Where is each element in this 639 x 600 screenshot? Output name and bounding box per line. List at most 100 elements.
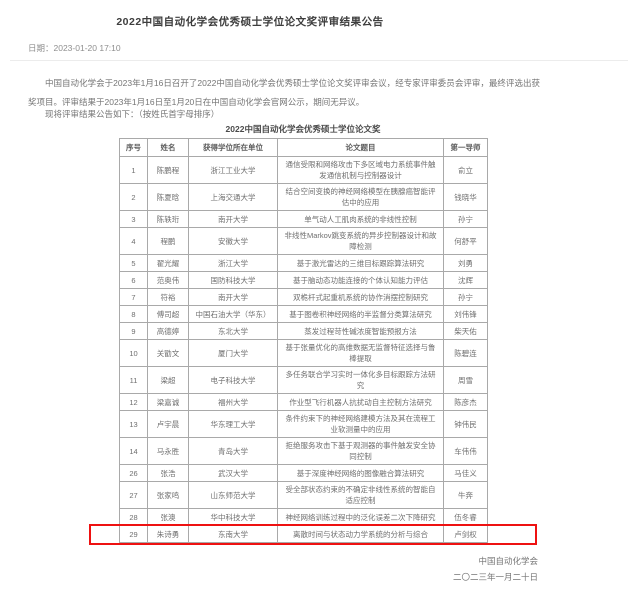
publish-date: 日期：2023-01-20 17:10 [28,43,121,53]
cell-advisor: 孙宁 [443,210,488,228]
cell-advisor: 伍冬睿 [443,508,488,526]
cell-title: 双桅杆式起重机系统的协作消摆控制研究 [277,288,444,306]
cell-no: 11 [119,366,148,394]
cell-advisor: 卢剑权 [443,525,488,543]
cell-no: 27 [119,481,148,509]
cell-title: 基于张量优化的高维数据无监督特征选择与鲁棒提取 [277,339,444,367]
results-table: 序号 姓名 获得学位所在单位 论文题目 第一导师 1 陈鹏程 浙江工业大学 通信… [119,138,488,543]
cell-university: 浙江大学 [188,254,278,272]
page-title: 2022中国自动化学会优秀硕士学位论文奖评审结果公告 [116,16,384,28]
cell-title: 基于图卷积神经网络的半监督分类算法研究 [277,305,444,323]
table-row: 28 张澳 华中科技大学 神经网络训练过程中的泛化误差二次下降研究 伍冬睿 [119,508,488,526]
cell-university: 上海交通大学 [188,183,278,211]
cell-title: 结合空间变换的神经网络模型在胰腺癌智能评估中的应用 [277,183,444,211]
cell-advisor: 钟伟民 [443,410,488,438]
cell-no: 28 [119,508,148,526]
cell-no: 13 [119,410,148,438]
cell-advisor: 马佳义 [443,464,488,482]
col-header-advisor: 第一导师 [443,138,488,157]
table-row: 8 傅司超 中国石油大学（华东） 基于图卷积神经网络的半监督分类算法研究 刘伟锋 [119,305,488,323]
table-row: 2 陈夏晗 上海交通大学 结合空间变换的神经网络模型在胰腺癌智能评估中的应用 钱… [119,183,488,211]
table-row: 26 张浩 武汉大学 基于深度神经网络的图像融合算法研究 马佳义 [119,464,488,482]
cell-name: 张浩 [147,464,189,482]
cell-no: 29 [119,525,148,543]
cell-university: 山东师范大学 [188,481,278,509]
table-caption: 2022中国自动化学会优秀硕士学位论文奖 [225,124,381,134]
cell-no: 8 [119,305,148,323]
table-row: 6 范奥伟 国防科技大学 基于脑动态功能连接的个体认知能力评估 沈辉 [119,271,488,289]
cell-title: 基于深度神经网络的图像融合算法研究 [277,464,444,482]
cell-title: 蒸发过程苛性碱浓度智能预报方法 [277,322,444,340]
cell-no: 4 [119,227,148,255]
cell-university: 东南大学 [188,525,278,543]
cell-name: 张澳 [147,508,189,526]
cell-name: 范奥伟 [147,271,189,289]
cell-university: 武汉大学 [188,464,278,482]
cell-advisor: 刘勇 [443,254,488,272]
cell-university: 国防科技大学 [188,271,278,289]
announce-line: 现将评审结果公告如下：（按姓氏首字母排序） [45,109,220,119]
table-row: 7 符裕 南开大学 双桅杆式起重机系统的协作消摆控制研究 孙宁 [119,288,488,306]
table-row: 10 关勖文 厦门大学 基于张量优化的高维数据无监督特征选择与鲁棒提取 陈碧连 [119,339,488,367]
signature-date: 二〇二三年一月二十日 [452,572,538,582]
cell-university: 东北大学 [188,322,278,340]
cell-title: 神经网络训练过程中的泛化误差二次下降研究 [277,508,444,526]
cell-no: 10 [119,339,148,367]
cell-title: 条件约束下的神经网络建模方法及其在流程工业软测量中的应用 [277,410,444,438]
results-table-body: 1 陈鹏程 浙江工业大学 通信受限和网络攻击下多区域电力系统事件触发通信机制与控… [119,156,488,543]
cell-university: 电子科技大学 [188,366,278,394]
cell-advisor: 俞立 [443,156,488,184]
col-header-university: 获得学位所在单位 [188,138,278,157]
cell-university: 厦门大学 [188,339,278,367]
col-header-name: 姓名 [147,138,189,157]
table-row: 11 梁超 电子科技大学 多任务联合学习实时一体化多目标跟踪方法研究 周雪 [119,366,488,394]
cell-name: 陈轶珩 [147,210,189,228]
table-row: 29 朱诗勇 东南大学 离散时间与状态动力学系统的分析与综合 卢剑权 [119,525,488,543]
cell-title: 多任务联合学习实时一体化多目标跟踪方法研究 [277,366,444,394]
cell-advisor: 周雪 [443,366,488,394]
cell-university: 青岛大学 [188,437,278,465]
cell-name: 朱诗勇 [147,525,189,543]
cell-university: 华中科技大学 [188,508,278,526]
cell-name: 傅司超 [147,305,189,323]
cell-advisor: 孙宁 [443,288,488,306]
cell-title: 基于激光雷达的三维目标跟踪算法研究 [277,254,444,272]
cell-title: 基于脑动态功能连接的个体认知能力评估 [277,271,444,289]
table-row: 12 梁嘉诚 福州大学 作业型飞行机器人抗扰动自主控制方法研究 陈彦杰 [119,393,488,411]
cell-name: 翟光耀 [147,254,189,272]
cell-name: 卢宇晨 [147,410,189,438]
cell-advisor: 沈辉 [443,271,488,289]
cell-advisor: 陈彦杰 [443,393,488,411]
cell-name: 梁超 [147,366,189,394]
cell-name: 陈夏晗 [147,183,189,211]
cell-no: 5 [119,254,148,272]
cell-no: 3 [119,210,148,228]
table-row: 14 马永胜 青岛大学 拒绝服务攻击下基于观测器的事件触发安全协同控制 车伟伟 [119,437,488,465]
cell-title: 受全部状态约束的不确定非线性系统的智能自适应控制 [277,481,444,509]
cell-name: 高德婷 [147,322,189,340]
cell-advisor: 何舒平 [443,227,488,255]
cell-no: 12 [119,393,148,411]
cell-title: 通信受限和网络攻击下多区域电力系统事件触发通信机制与控制器设计 [277,156,444,184]
cell-no: 1 [119,156,148,184]
table-row: 4 程鹏 安徽大学 非线性Markov跳变系统的异步控制器设计和故障检测 何舒平 [119,227,488,255]
cell-no: 9 [119,322,148,340]
cell-advisor: 车伟伟 [443,437,488,465]
cell-university: 浙江工业大学 [188,156,278,184]
cell-name: 程鹏 [147,227,189,255]
cell-advisor: 牛奔 [443,481,488,509]
cell-name: 陈鹏程 [147,156,189,184]
cell-title: 拒绝服务攻击下基于观测器的事件触发安全协同控制 [277,437,444,465]
table-row: 9 高德婷 东北大学 蒸发过程苛性碱浓度智能预报方法 柴天佑 [119,322,488,340]
table-row: 13 卢宇晨 华东理工大学 条件约束下的神经网络建模方法及其在流程工业软测量中的… [119,410,488,438]
cell-university: 中国石油大学（华东） [188,305,278,323]
signature-org: 中国自动化学会 [478,556,538,566]
cell-name: 马永胜 [147,437,189,465]
table-row: 5 翟光耀 浙江大学 基于激光雷达的三维目标跟踪算法研究 刘勇 [119,254,488,272]
header-divider [10,60,628,61]
cell-no: 7 [119,288,148,306]
cell-name: 梁嘉诚 [147,393,189,411]
cell-advisor: 刘伟锋 [443,305,488,323]
cell-advisor: 陈碧连 [443,339,488,367]
cell-no: 26 [119,464,148,482]
